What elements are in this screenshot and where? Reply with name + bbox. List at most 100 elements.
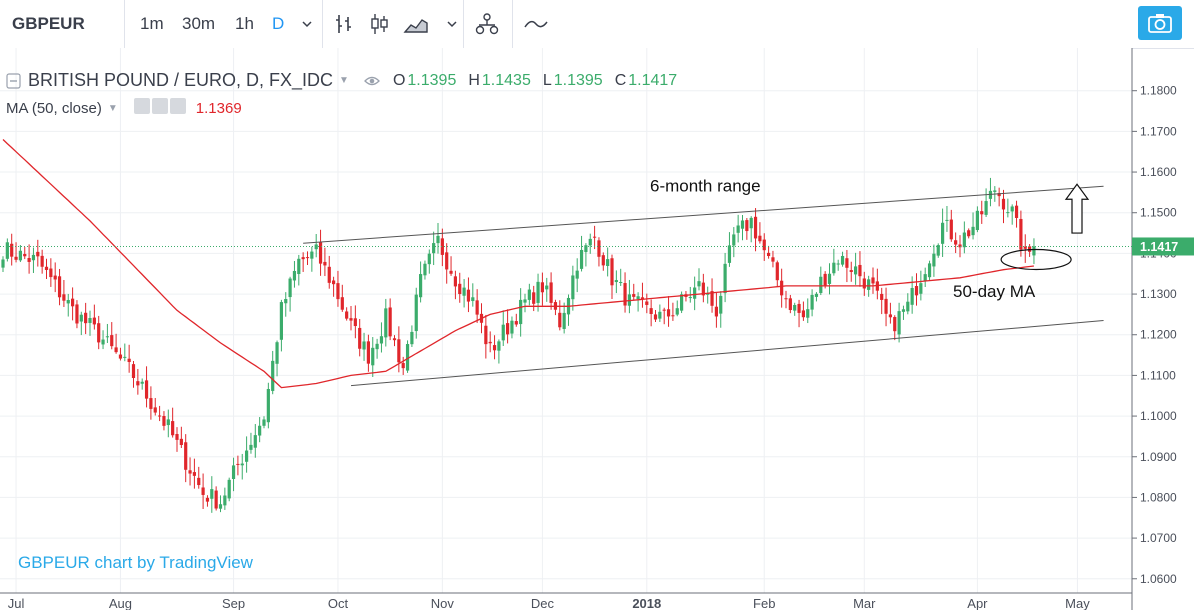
- candle-up: [562, 312, 566, 329]
- chevron-down-icon[interactable]: [294, 12, 320, 36]
- candle-down: [332, 280, 336, 285]
- last-price-label: 1.1417: [1140, 240, 1178, 254]
- gear-icon[interactable]: [151, 98, 168, 114]
- candle-up: [497, 341, 501, 351]
- compare-icon[interactable]: [523, 12, 549, 36]
- candle-down: [110, 335, 114, 347]
- candle-up: [793, 304, 797, 311]
- price-tick-label: 1.1100: [1140, 368, 1176, 382]
- candle-down: [62, 294, 66, 301]
- candle-down: [466, 289, 471, 302]
- candle-up: [971, 226, 975, 236]
- price-tick-label: 1.1700: [1140, 124, 1177, 138]
- price-tick-label: 1.1000: [1140, 409, 1177, 423]
- high-label: H: [468, 71, 480, 89]
- candle-down: [488, 341, 492, 344]
- toolbar-divider: [463, 0, 464, 48]
- interval-d-button[interactable]: D: [272, 14, 285, 33]
- candle-up: [806, 309, 810, 318]
- eye-icon[interactable]: [133, 98, 150, 114]
- candle-down: [801, 310, 805, 318]
- candle-down: [349, 318, 353, 321]
- candle-down: [458, 283, 462, 295]
- candle-up: [732, 234, 736, 246]
- candle-down: [914, 285, 919, 296]
- candle-down: [862, 278, 866, 289]
- candle-down: [318, 242, 323, 264]
- candle-down: [823, 273, 827, 286]
- time-tick-label: Sep: [222, 596, 245, 610]
- interval-1m-button[interactable]: 1m: [140, 14, 164, 33]
- candle-down: [893, 317, 897, 332]
- range-trend-line[interactable]: [303, 185, 1104, 244]
- interval-30m-button[interactable]: 30m: [182, 14, 216, 33]
- candle-up: [740, 220, 745, 229]
- collapse-legend-icon[interactable]: [6, 72, 22, 90]
- candle-down: [858, 264, 862, 277]
- candle-down: [114, 347, 118, 353]
- candle-down: [36, 251, 40, 257]
- candle-up: [827, 273, 832, 284]
- candle-down: [601, 255, 605, 266]
- candle-down: [205, 497, 210, 502]
- symbol-label[interactable]: GBPEUR: [12, 14, 85, 33]
- range-annotation: 6-month range: [650, 176, 761, 195]
- candle-up: [1006, 212, 1010, 214]
- candle-down: [14, 256, 18, 260]
- candle-up: [910, 287, 914, 305]
- candle-up: [575, 270, 579, 279]
- up-arrow-annotation: [1064, 183, 1090, 234]
- open-value: 1.1395: [407, 71, 457, 89]
- price-tick-label: 1.1300: [1140, 287, 1177, 301]
- candle-down: [475, 300, 479, 315]
- candle-up: [218, 504, 223, 509]
- candle-up: [414, 294, 418, 332]
- candle-up: [258, 425, 262, 436]
- price-tick-label: 1.1600: [1140, 165, 1177, 179]
- candle-down: [514, 321, 518, 325]
- candle-down: [53, 275, 57, 280]
- range-trend-line[interactable]: [350, 320, 1104, 387]
- candle-up: [619, 282, 623, 284]
- candle-up: [836, 263, 840, 265]
- candle-up: [571, 275, 575, 300]
- candle-up: [1010, 206, 1014, 212]
- plot-area[interactable]: [0, 48, 1132, 593]
- candle-down: [10, 243, 14, 257]
- bar-chart-icon[interactable]: [331, 12, 357, 36]
- price-tick-label: 1.1200: [1140, 328, 1177, 342]
- candle-down: [532, 292, 536, 304]
- candle-up: [266, 388, 270, 423]
- candle-up: [271, 360, 275, 391]
- close-value: 1.1417: [628, 71, 678, 89]
- chevron-down-icon[interactable]: ▼: [339, 75, 349, 86]
- candle-down: [632, 294, 636, 297]
- eye-icon[interactable]: [363, 72, 381, 90]
- chevron-down-icon[interactable]: [439, 12, 465, 36]
- chevron-down-icon[interactable]: ▼: [107, 103, 118, 114]
- candle-down: [188, 470, 192, 474]
- candle-up: [245, 450, 249, 462]
- candle-down: [967, 230, 971, 237]
- candle-up: [249, 444, 253, 450]
- candle-down: [714, 306, 718, 317]
- candle-up: [545, 285, 549, 290]
- symbol-search-box[interactable]: GBPEUR: [0, 0, 125, 48]
- interval-1h-button[interactable]: 1h: [235, 14, 254, 33]
- ma-legend: MA (50, close) ▼ 1.1369: [6, 98, 242, 119]
- open-label: O: [392, 71, 406, 89]
- candle-up: [579, 249, 584, 269]
- candle-up: [706, 293, 710, 295]
- candlestick-icon[interactable]: [366, 12, 392, 36]
- time-tick-label: Jul: [8, 596, 25, 610]
- price-tick-label: 1.1500: [1140, 206, 1177, 220]
- close-icon[interactable]: [169, 98, 186, 114]
- chart-watermark[interactable]: GBPEUR chart by TradingView: [18, 553, 253, 572]
- indicators-icon[interactable]: [474, 12, 500, 36]
- snapshot-camera-button[interactable]: [1138, 6, 1182, 40]
- area-chart-icon[interactable]: [403, 12, 429, 36]
- candle-down: [358, 327, 362, 349]
- candle-up: [975, 210, 979, 231]
- candle-up: [906, 301, 910, 312]
